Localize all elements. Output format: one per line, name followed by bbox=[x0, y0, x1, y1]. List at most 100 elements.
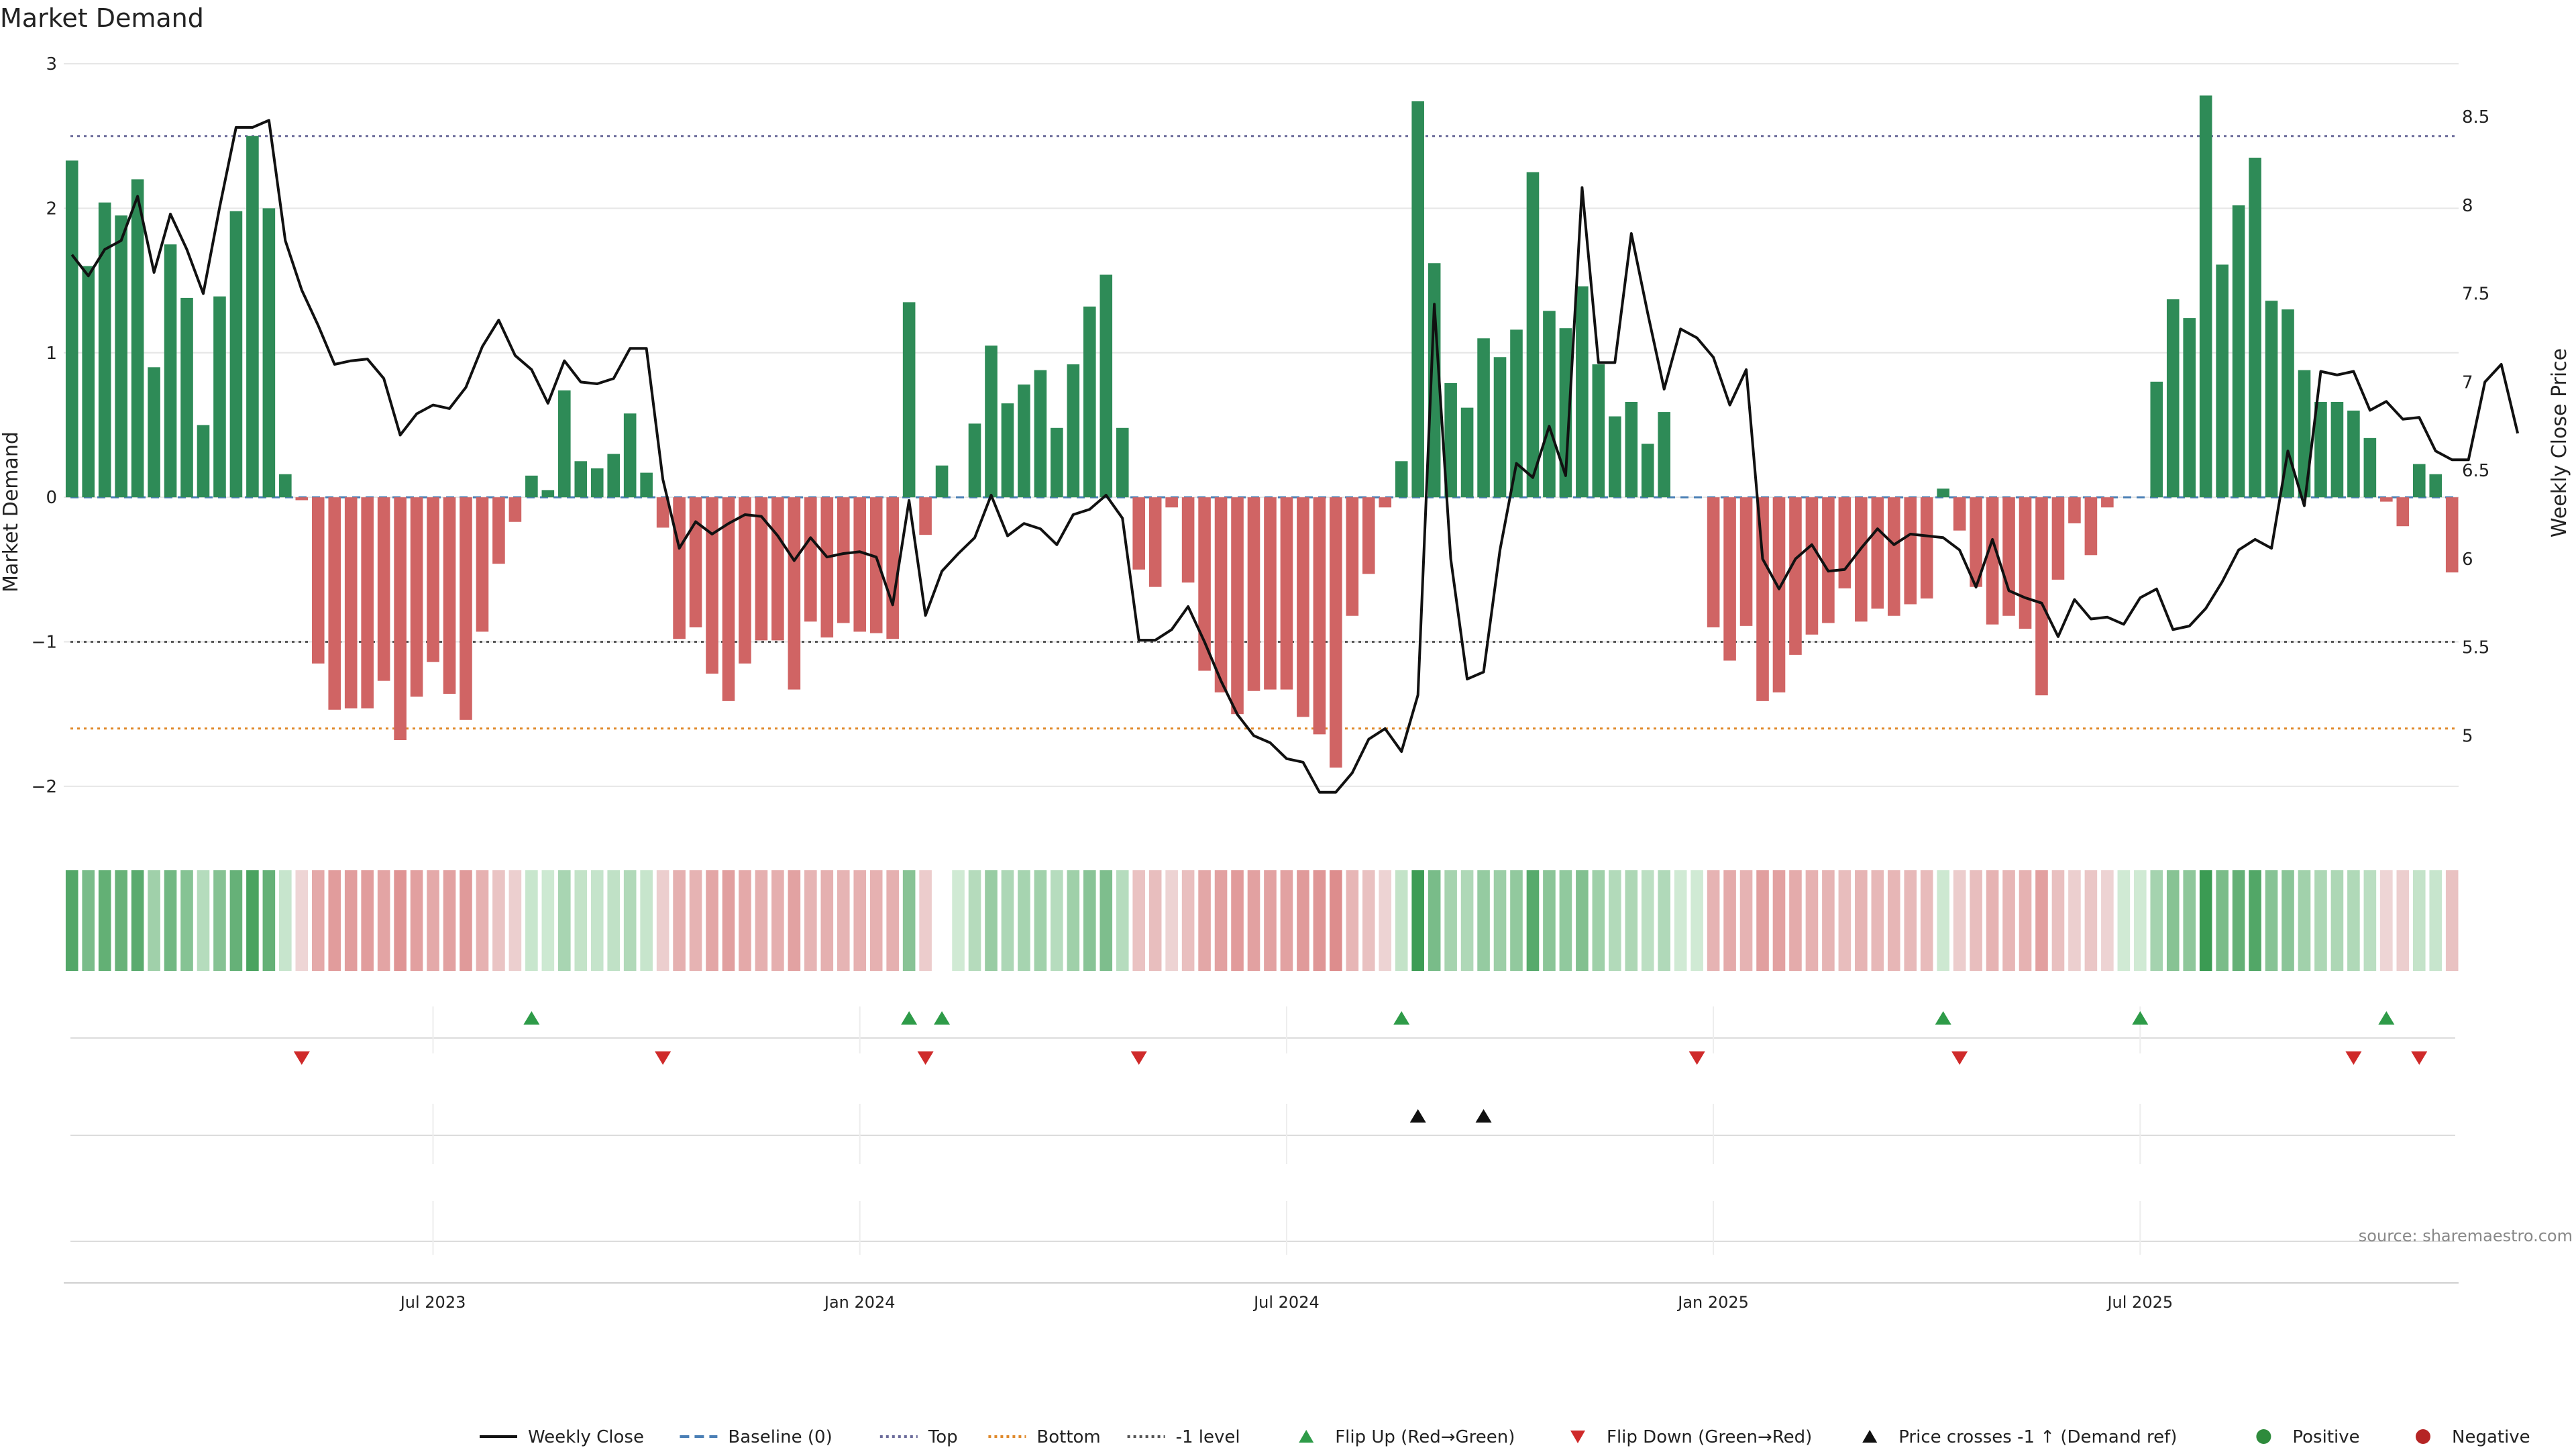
signal-cell bbox=[902, 870, 916, 971]
negative-demand-bar bbox=[311, 497, 325, 664]
positive-demand-bar bbox=[262, 208, 276, 498]
positive-demand-bar bbox=[1477, 338, 1490, 498]
signal-cell bbox=[131, 870, 144, 971]
negative-demand-bar bbox=[1231, 497, 1244, 715]
positive-demand-bar bbox=[1658, 412, 1671, 498]
legend-label: Flip Up (Red→Green) bbox=[1335, 1427, 1515, 1447]
negative-demand-bar bbox=[2380, 497, 2393, 502]
flip-down-marker bbox=[293, 1051, 310, 1065]
signal-cell bbox=[1772, 870, 1786, 971]
signal-cell bbox=[2216, 870, 2229, 971]
left-tick-label: −2 bbox=[32, 777, 57, 797]
positive-demand-bar bbox=[1034, 370, 1047, 498]
positive-demand-bar bbox=[935, 465, 949, 498]
chart-title: Market Demand bbox=[0, 3, 204, 33]
negative-demand-bar bbox=[1789, 497, 1802, 655]
signal-cell bbox=[689, 870, 702, 971]
signal-cell bbox=[1723, 870, 1736, 971]
positive-demand-bar bbox=[1444, 383, 1457, 498]
negative-demand-bar bbox=[508, 497, 522, 522]
positive-demand-bar bbox=[164, 244, 177, 498]
legend-label: Top bbox=[928, 1427, 958, 1447]
signal-cell bbox=[607, 870, 621, 971]
negative-demand-bar bbox=[820, 497, 834, 638]
legend-item: Baseline (0) bbox=[680, 1427, 833, 1447]
negative-demand-bar bbox=[1756, 497, 1769, 701]
flip-up-marker bbox=[2132, 1011, 2149, 1025]
legend-item: Weekly Close bbox=[480, 1427, 644, 1447]
positive-demand-bar bbox=[1609, 416, 1621, 498]
positive-demand-bar bbox=[985, 346, 998, 498]
signal-cell bbox=[2084, 870, 2098, 971]
legend-label: Baseline (0) bbox=[728, 1427, 832, 1447]
flip-up-marker bbox=[934, 1011, 951, 1025]
signal-cell bbox=[443, 870, 456, 971]
positive-demand-bar bbox=[1559, 328, 1572, 498]
signal-cell bbox=[311, 870, 325, 971]
signal-cell bbox=[771, 870, 784, 971]
negative-demand-bar bbox=[739, 497, 751, 664]
signal-cell bbox=[2019, 870, 2032, 971]
signal-cell bbox=[1395, 870, 1408, 971]
positive-demand-bar bbox=[1051, 427, 1063, 498]
negative-demand-bar bbox=[886, 497, 899, 639]
signal-cell bbox=[886, 870, 899, 971]
signal-cell bbox=[328, 870, 341, 971]
flip-down-marker bbox=[1130, 1051, 1147, 1065]
signal-cell bbox=[1609, 870, 1621, 971]
positive-demand-bar bbox=[2265, 301, 2278, 498]
positive-demand-bar bbox=[2183, 318, 2196, 498]
right-tick-label: 8.5 bbox=[2462, 107, 2489, 127]
positive-demand-bar bbox=[98, 202, 111, 498]
positive-demand-bar bbox=[2216, 264, 2229, 498]
negative-demand-bar bbox=[1805, 497, 1819, 635]
left-axis: −2 −1 0 1 2 3 bbox=[32, 54, 57, 797]
signal-cell bbox=[115, 870, 127, 971]
positive-demand-bar bbox=[574, 461, 588, 498]
negative-demand-bar bbox=[1855, 497, 1868, 622]
signal-cell bbox=[1231, 870, 1244, 971]
signal-cell bbox=[1362, 870, 1375, 971]
positive-demand-bar bbox=[2166, 299, 2180, 498]
positive-demand-bar bbox=[2249, 158, 2261, 498]
negative-demand-bar bbox=[1313, 497, 1326, 735]
legend: Weekly Close Baseline (0) Top Bottom -1 leve… bbox=[480, 1427, 2530, 1447]
negative-demand-bar bbox=[656, 497, 669, 528]
negative-demand-bar bbox=[394, 497, 407, 740]
negative-demand-bar bbox=[1148, 497, 1162, 587]
negative-demand-bar bbox=[1181, 497, 1195, 583]
right-axis-label: Weekly Close Price bbox=[2548, 348, 2571, 537]
signal-cell bbox=[2429, 870, 2443, 971]
signal-cell bbox=[164, 870, 177, 971]
signal-cell bbox=[1641, 870, 1654, 971]
negative-demand-bar bbox=[460, 497, 472, 720]
price-cross-panel bbox=[70, 1104, 2455, 1164]
flip-down-marker bbox=[2411, 1051, 2428, 1065]
negative-demand-bar bbox=[1330, 497, 1342, 768]
signal-cell bbox=[1264, 870, 1277, 971]
negative-demand-bar bbox=[361, 497, 374, 709]
legend-label: Bottom bbox=[1036, 1427, 1100, 1447]
negative-demand-bar bbox=[689, 497, 702, 627]
positive-demand-bar bbox=[213, 296, 226, 498]
positive-demand-bar bbox=[2298, 370, 2311, 498]
x-axis: Jul 2023 Jan 2024 Jul 2024 Jan 2025 Jul 2025 bbox=[64, 1282, 2459, 1312]
negative-demand-bar bbox=[1707, 497, 1720, 627]
legend-label: Weekly Close bbox=[528, 1427, 644, 1447]
signal-cell bbox=[1658, 870, 1671, 971]
positive-demand-bar bbox=[2314, 402, 2327, 498]
positive-demand-bar bbox=[2282, 309, 2294, 498]
left-tick-label: 0 bbox=[46, 488, 57, 508]
signal-cell bbox=[574, 870, 588, 971]
signal-cell bbox=[1838, 870, 1851, 971]
signal-cell bbox=[1953, 870, 1966, 971]
negative-demand-bar bbox=[1264, 497, 1277, 690]
negative-demand-bar bbox=[869, 497, 883, 633]
legend-label: Positive bbox=[2292, 1427, 2359, 1447]
negative-demand-bar bbox=[1214, 497, 1228, 692]
signal-cell bbox=[853, 870, 867, 971]
positive-demand-bar bbox=[623, 413, 637, 498]
signal-cell bbox=[2363, 870, 2377, 971]
signal-cell bbox=[2412, 870, 2426, 971]
signal-cell bbox=[1986, 870, 1999, 971]
